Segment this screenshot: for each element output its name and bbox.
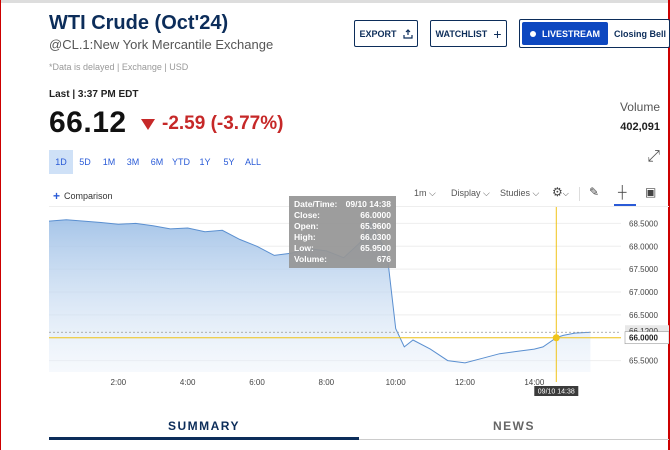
toolbar-divider [579,187,580,201]
comparison-label: Comparison [64,191,113,201]
tooltip-value: 09/10 14:38 [345,199,391,209]
x-tick-label: 2:00 [111,378,127,387]
tooltip-label: Volume: [294,254,327,264]
tooltip-label: Open: [294,221,319,231]
range-selector: 1D 5D 1M 3M 6M YTD 1Y 5Y ALL [49,150,265,174]
interval-label: 1m [414,188,427,198]
chevron-down-icon: ⌵ [483,188,490,198]
closing-bell-link[interactable]: Closing Bell [614,28,667,39]
y-tick-label: 65.5000 [629,357,658,366]
comment-icon[interactable]: ▣ [645,185,657,199]
range-ytd[interactable]: YTD [172,157,190,167]
studies-label: Studies [500,188,531,198]
crosshair-time-label: 09/10 14:38 [538,389,575,396]
price-change: -2.59 (-3.77%) [141,113,283,135]
page-title: WTI Crude (Oct'24) [49,12,229,34]
bottom-tabs: SUMMARY NEWS [49,412,669,440]
live-dot-icon [530,30,536,37]
last-time: Last | 3:37 PM EDT [49,89,139,100]
tab-summary[interactable]: SUMMARY [167,419,241,433]
data-tooltip: Date/Time: 09/10 14:38 Close: 66.0000 Open… [289,196,396,268]
x-tick-label: 8:00 [319,378,335,387]
chevron-down-icon: ⌵ [532,188,540,198]
tooltip-value: 65.9600 [360,221,391,231]
crosshair-time-tag [534,386,579,396]
price-change-value: -2.59 (-3.77%) [162,113,284,134]
tooltip-label: Close: [294,210,320,220]
range-3m[interactable]: 3M [126,157,140,167]
plus-icon: + [493,25,502,42]
livestream-label: LIVESTREAM [542,28,601,39]
crosshair-icon[interactable]: ┼ [618,185,627,199]
delayed-note: *Data is delayed | Exchange | USD [49,62,189,72]
tooltip-row: Open: 65.9600 [294,221,391,232]
down-arrow-icon [141,118,155,130]
crosshair-point [552,334,560,342]
top-frame [1,0,668,3]
last-price-tag [625,325,669,337]
tooltip-row: Date/Time: 09/10 14:38 [294,199,391,210]
tooltip-row: Volume: 676 [294,254,391,265]
chevron-down-icon: ⌵ [429,188,436,198]
plus-icon: + [53,189,61,203]
livestream-widget[interactable]: LIVESTREAM Closing Bell [519,19,670,48]
x-tick-label: 6:00 [249,378,265,387]
x-tick-label: 4:00 [180,378,196,387]
watchlist-button[interactable]: WATCHLIST + [430,20,507,47]
y-tick-label: 66.5000 [629,311,658,320]
export-label: EXPORT [359,28,397,39]
gear-icon[interactable]: ⚙⌵ [552,185,569,199]
range-1d[interactable]: 1D [49,150,73,174]
crosshair-active-indicator [614,204,636,206]
crosshair-price-label: 66.0000 [629,334,658,343]
comparison-button[interactable]: + Comparison [53,189,113,203]
range-all[interactable]: ALL [244,157,261,167]
expand-icon[interactable]: ⤢ [647,148,660,165]
tab-divider-line [359,439,669,440]
export-icon [402,28,413,39]
tooltip-row: High: 66.0300 [294,232,391,243]
tab-news[interactable]: NEWS [493,419,535,433]
livestream-button[interactable]: LIVESTREAM [522,22,609,45]
tooltip-row: Low: 65.9500 [294,243,391,254]
x-tick-label: 14:00 [524,378,545,387]
x-axis: 2:00 4:00 6:00 8:00 10:00 12:00 14:00 [111,378,545,387]
range-1m[interactable]: 1M [102,157,116,167]
range-1y[interactable]: 1Y [199,157,211,167]
tooltip-value: 65.9500 [360,243,391,253]
volume-label: Volume [619,100,660,114]
tooltip-value: 66.0300 [360,232,391,242]
range-5d[interactable]: 5D [79,157,91,167]
tooltip-row: Close: 66.0000 [294,210,391,221]
x-tick-label: 12:00 [455,378,476,387]
interval-dropdown[interactable]: 1m ⌵ [414,188,436,199]
tooltip-label: Low: [294,243,314,253]
display-label: Display [451,188,481,198]
tooltip-label: Date/Time: [294,199,338,209]
x-tick-label: 10:00 [386,378,407,387]
tooltip-label: High: [294,232,316,242]
price-area [49,219,591,372]
range-6m[interactable]: 6M [150,157,164,167]
watchlist-label: WATCHLIST [435,28,488,39]
tooltip-value: 676 [376,254,391,264]
y-tick-label: 68.0000 [629,242,658,251]
y-tick-label: 67.0000 [629,288,658,297]
pencil-icon[interactable]: ✎ [589,185,600,199]
y-tick-label: 68.5000 [629,219,658,228]
y-tick-label: 67.5000 [629,265,658,274]
tooltip-value: 66.0000 [360,210,391,220]
studies-dropdown[interactable]: Studies ⌵ [500,188,539,199]
crosshair-price-tag [624,331,669,345]
export-button[interactable]: EXPORT [354,20,418,47]
last-price: 66.12 [49,106,127,139]
exchange-subtitle: @CL.1:New York Mercantile Exchange [49,37,274,52]
range-5y[interactable]: 5Y [223,157,235,167]
active-tab-underline [49,437,359,440]
volume-value: 402,091 [620,121,660,133]
display-dropdown[interactable]: Display ⌵ [451,188,490,199]
